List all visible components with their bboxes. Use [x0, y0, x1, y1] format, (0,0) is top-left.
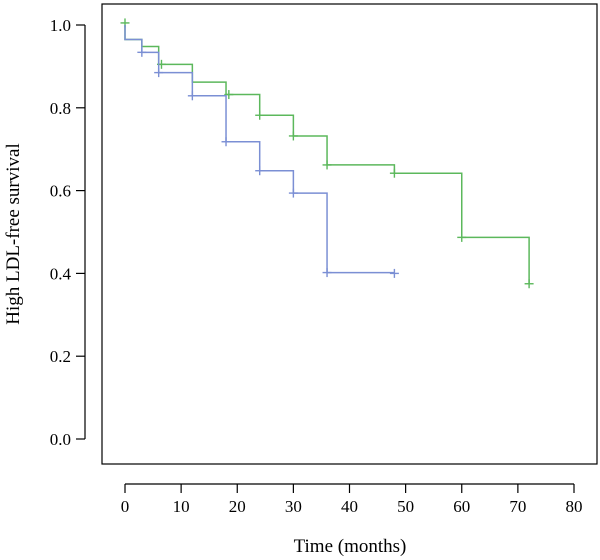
y-tick-label: 0.8: [50, 99, 71, 118]
series-1-censor-mark: [224, 90, 234, 100]
series-2-censor-mark: [288, 188, 298, 198]
series-2-censor-mark: [255, 166, 265, 176]
x-tick-label: 0: [121, 497, 130, 516]
x-tick-label: 10: [173, 497, 190, 516]
series-2-censor-mark: [221, 137, 231, 147]
y-tick-label: 0.6: [50, 182, 71, 201]
x-axis-title: Time (months): [294, 536, 407, 557]
series-2-curve: [124, 25, 395, 274]
y-tick-label: 1.0: [50, 16, 71, 35]
x-tick-label: 60: [453, 497, 470, 516]
series-2-censor-mark: [389, 268, 399, 278]
series-1-censor-mark: [255, 110, 265, 120]
series-layer: [120, 18, 534, 289]
series-1-censor-mark: [389, 168, 399, 178]
x-tick-label: 70: [509, 497, 526, 516]
series-1-censor-mark: [457, 232, 467, 242]
plot-frame: [101, 3, 598, 465]
series-2-censor-mark: [187, 91, 197, 101]
y-tick-label: 0.2: [50, 347, 71, 366]
y-tick-label: 0.0: [50, 430, 71, 449]
x-axis: 0 10 20 30 40 50 60 70 80: [121, 483, 583, 516]
series-2-censor-mark: [137, 47, 147, 57]
series-2-censor-mark: [154, 68, 164, 78]
x-tick-label: 50: [397, 497, 414, 516]
series-1-censor-mark: [322, 160, 332, 170]
y-tick-label: 0.4: [50, 264, 72, 283]
series-2-censor-mark: [322, 268, 332, 278]
series-1-censor-mark: [288, 131, 298, 141]
series-1-censor-mark: [524, 279, 534, 289]
series-1-curve: [124, 25, 530, 284]
x-tick-label: 40: [341, 497, 358, 516]
y-axis-title: High LDL-free survival: [3, 143, 24, 325]
x-tick-label: 80: [566, 497, 583, 516]
x-tick-label: 30: [285, 497, 302, 516]
y-axis: 0.0 0.2 0.4 0.6 0.8 1.0: [50, 16, 86, 449]
x-tick-label: 20: [229, 497, 246, 516]
